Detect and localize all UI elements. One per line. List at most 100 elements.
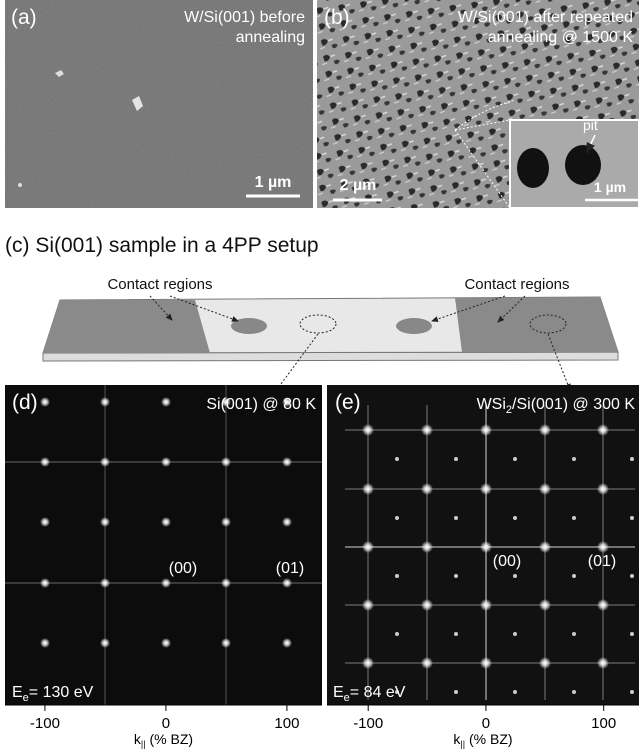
diffraction-spot [282,638,292,648]
satellite-spot [630,690,634,694]
inset-label: pit [583,117,598,133]
satellite-spot [513,516,517,520]
diffraction-spot [40,638,50,648]
panel-label: (a) [11,6,37,29]
satellite-spot [630,574,634,578]
diffraction-spot [480,424,492,436]
diffraction-spot [597,599,609,611]
satellite-spot [630,516,634,520]
inset-scale-label: 1 µm [594,179,626,195]
caption: W/Si(001) before [184,9,305,26]
figure: (a) W/Si(001) before annealing 1 µm W/Si… [0,0,639,749]
diffraction-spot [161,517,171,527]
diffraction-spot [221,517,231,527]
diffraction-spot [597,424,609,436]
scale-bar-label: 1 µm [255,174,292,191]
panel-b: W/Si(001) after repeated annealing @ 150… [317,0,639,208]
diffraction-spot [40,578,50,588]
panel-e: (e) WSi2/Si(001) @ 300 K (00) (01) Ee= 8… [327,385,639,705]
x-axis-label-part: (% BZ) [146,731,193,747]
diffraction-spot [539,424,551,436]
spot-label: (01) [588,553,616,570]
panel-label: (d) [12,391,38,414]
x-tick-label: 0 [482,715,490,732]
diffraction-spot [221,578,231,588]
diffraction-spot [480,599,492,611]
panel-label: (e) [335,391,361,414]
caption: annealing @ 1500 K [488,29,634,46]
contact-label: Contact regions [107,276,212,293]
diffraction-spot [40,517,50,527]
diffraction-spot [362,483,374,495]
diffraction-spot [421,424,433,436]
satellite-spot [513,457,517,461]
x-axis-label: k|| (% BZ) [453,731,512,749]
spot-label: (00) [169,560,197,577]
diffraction-spot [421,599,433,611]
x-tick-label: 100 [591,715,616,732]
panel-label: (c) Si(001) sample in a 4PP setup [5,234,319,257]
diffraction-spot [100,397,110,407]
satellite-spot [395,632,399,636]
x-axis-label: k|| (% BZ) [134,731,193,749]
diffraction-spot [362,657,374,669]
diffraction-spot [40,397,50,407]
satellite-spot [454,574,458,578]
caption: Si(001) @ 80 K [206,396,316,413]
diffraction-spot [597,483,609,495]
diffraction-spot [421,541,433,553]
diffraction-spot [362,599,374,611]
diffraction-spot [282,517,292,527]
satellite-spot [572,574,576,578]
satellite-spot [572,690,576,694]
diffraction-spot [282,578,292,588]
satellite-spot [630,632,634,636]
x-tick-label: 0 [162,715,170,732]
satellite-spot [572,457,576,461]
diffraction-spot [421,483,433,495]
panel-d: (d) Si(001) @ 80 K (00) (01) Ee= 130 eV [5,385,322,705]
diffraction-spot [161,397,171,407]
spot-label: (01) [276,560,304,577]
diffraction-spot [100,457,110,467]
caption: annealing [236,29,305,46]
panel-a: (a) W/Si(001) before annealing 1 µm [5,0,313,208]
diffraction-spot [100,578,110,588]
x-tick-label: 100 [274,715,299,732]
satellite-spot [572,516,576,520]
scale-bar-label: 2 µm [340,177,377,194]
spot-label: (00) [493,553,521,570]
panel-label: (b) [324,6,350,29]
diffraction-spot [421,657,433,669]
diffraction-spot [539,657,551,669]
diffraction-spot [40,457,50,467]
panel-c: (c) Si(001) sample in a 4PP setup Contac… [5,234,618,392]
diffraction-spot [362,424,374,436]
satellite-spot [513,632,517,636]
diffraction-spot [221,457,231,467]
diffraction-spot [597,657,609,669]
satellite-spot [454,690,458,694]
diffraction-spot [161,457,171,467]
diffraction-spot [539,483,551,495]
diffraction-spot [480,657,492,669]
satellite-spot [395,516,399,520]
x-tick-label: -100 [30,715,60,732]
leed-image [5,385,322,705]
satellite-spot [513,574,517,578]
satellite-spot [454,516,458,520]
satellite-spot [395,457,399,461]
satellite-spot [572,632,576,636]
diffraction-spot [597,541,609,553]
diffraction-spot [100,638,110,648]
diffraction-spot [161,638,171,648]
diffraction-spot [539,599,551,611]
contact-label: Contact regions [464,276,569,293]
caption: W/Si(001) after repeated [458,9,633,26]
diffraction-spot [539,541,551,553]
satellite-spot [513,690,517,694]
diffraction-spot [362,541,374,553]
diffraction-spot [480,483,492,495]
diffraction-spot [221,638,231,648]
x-axis-label-part: (% BZ) [465,731,512,747]
